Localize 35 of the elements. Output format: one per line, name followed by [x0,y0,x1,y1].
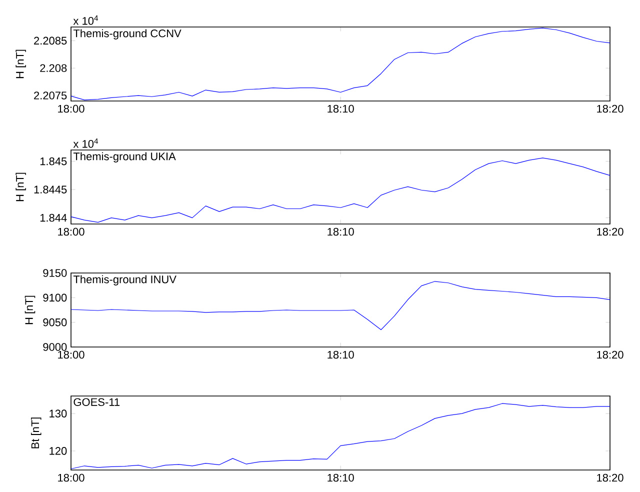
y-tick-label: 2.208 [40,64,67,72]
annotation: Themis-ground INUV [73,275,176,286]
annotation: Themis-ground UKIA [73,152,176,162]
x-tick-label: 18:00 [58,228,84,236]
x-tick-label: 18:20 [597,104,624,113]
x-tick-label: 18:20 [597,474,624,482]
y-tick-label: 2.2075 [34,92,67,100]
line-series [70,28,610,100]
y-tick-label: 1.844 [40,214,67,222]
x-tick-label: 18:10 [328,350,354,359]
y-axis-title: H [nT] [16,172,26,202]
x-tick-label: 18:00 [58,350,84,359]
y-axis-title: H [nT] [24,296,36,324]
y-tick-label: 1.8445 [34,186,67,194]
y-axis-title: Bt [nT] [30,418,42,448]
text: x 10$^{4}$ [73,15,98,25]
text: x 10$^{4}$ [73,138,98,148]
x-tick-label: 18:10 [328,474,354,482]
y-tick-label: 9050 [43,318,67,326]
x-tick-label: 18:10 [328,228,354,236]
y-axis-title: H [nT] [16,50,26,78]
y-tick-label: 120 [50,447,67,455]
x-tick-label: 18:20 [597,350,624,359]
y-tick-label: 9150 [43,269,67,277]
y-tick-label: 9000 [43,343,67,351]
x-tick-label: 18:20 [597,228,624,236]
y-tick-label: 2.2085 [34,36,67,45]
y-tick-label: 130 [50,410,67,418]
y-tick-label: 1.845 [40,157,67,166]
x-tick-label: 18:00 [58,474,84,482]
y-tick-label: 9100 [43,294,67,302]
x-tick-label: 18:10 [328,104,354,113]
annotation: GOES-11 [74,398,120,406]
annotation: Themis-ground CCNV [73,29,182,40]
x-tick-label: 18:00 [58,104,84,113]
